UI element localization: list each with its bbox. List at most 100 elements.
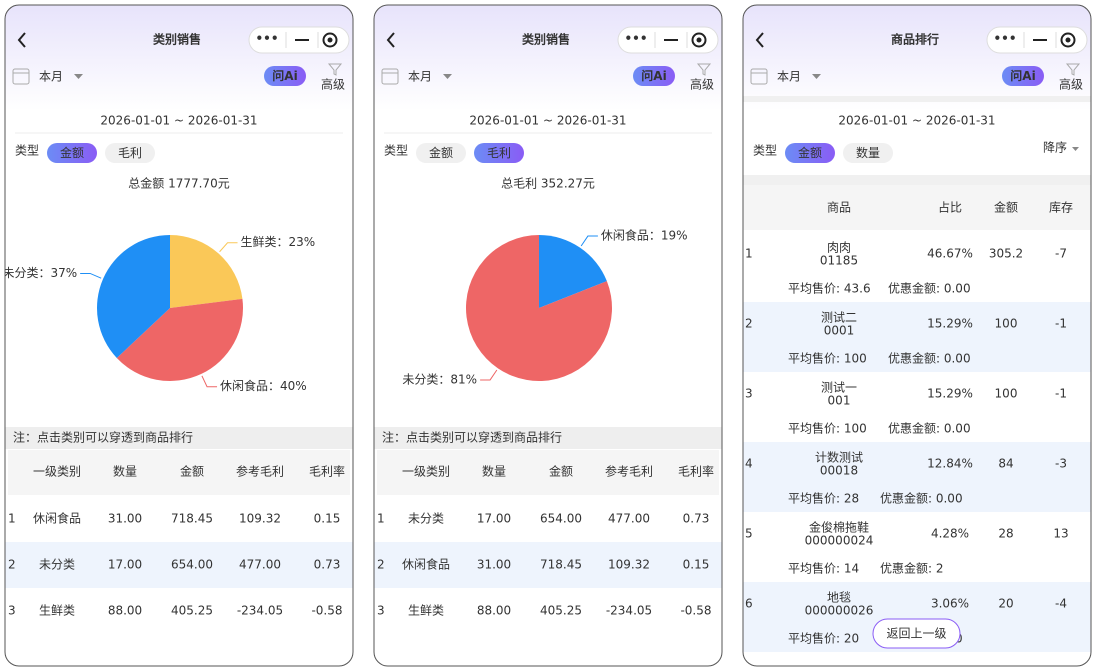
calendar-icon[interactable] <box>381 68 399 85</box>
pie-label: 休闲食品：40% <box>220 378 307 393</box>
product-code: 000000024 <box>805 534 874 548</box>
capsule-more[interactable]: ••• <box>624 32 647 46</box>
cell: 0.15 <box>683 558 710 572</box>
amount: 305.2 <box>989 247 1023 261</box>
tab-label[interactable]: 毛利 <box>487 146 511 160</box>
rank: 1 <box>745 247 753 261</box>
tab-label[interactable]: 数量 <box>856 145 880 160</box>
pie-slice[interactable] <box>465 234 612 381</box>
column-header: 金额 <box>549 464 573 479</box>
pie-slice[interactable] <box>539 235 607 308</box>
product-name: 金俊棉拖鞋 <box>809 520 869 535</box>
table-row[interactable]: 1 休闲食品 31.00 718.45 109.32 0.15 <box>8 511 340 526</box>
date-range: 2026-01-01 ~ 2026-01-31 <box>100 114 257 128</box>
period-select[interactable]: 本月 <box>39 70 63 84</box>
column-header: 占比 <box>938 200 962 215</box>
advanced-button[interactable]: 高级 <box>1059 77 1083 92</box>
capsule-more[interactable]: ••• <box>255 32 278 46</box>
advanced-button[interactable]: 高级 <box>690 77 714 92</box>
filter-icon <box>696 63 712 76</box>
table-row[interactable]: 3 生鲜类 88.00 405.25 -234.05 -0.58 <box>8 604 343 618</box>
ask-ai-label[interactable]: 问Ai <box>1010 68 1035 83</box>
back-button-label[interactable]: 返回上一级 <box>886 627 946 641</box>
cell: -234.05 <box>237 604 283 618</box>
cell: 生鲜类 <box>408 604 444 618</box>
tab-label[interactable]: 金额 <box>798 145 822 160</box>
share: 15.29% <box>927 387 973 401</box>
sort-select[interactable]: 降序 <box>1043 140 1067 155</box>
cell: 17.00 <box>108 558 142 572</box>
ask-ai-button[interactable] <box>633 66 675 86</box>
capsule-more[interactable]: ••• <box>993 32 1016 46</box>
discount: 优惠金额: 0.00 <box>880 491 963 506</box>
pie-leader <box>80 272 102 279</box>
table-row[interactable]: 2 休闲食品 31.00 718.45 109.32 0.15 <box>374 542 722 588</box>
cell: 0.73 <box>314 558 341 572</box>
tab-label[interactable]: 金额 <box>60 145 84 160</box>
capsule-close[interactable] <box>691 32 707 48</box>
rank: 6 <box>745 597 753 611</box>
dropdown-arrow <box>443 74 452 79</box>
table-row[interactable]: 2 未分类 17.00 654.00 477.00 0.73 <box>5 542 353 588</box>
product-code: 01185 <box>820 254 858 268</box>
ask-ai-button[interactable] <box>264 66 306 86</box>
nav-title: 商品排行 <box>891 32 939 47</box>
product-name: 地毯 <box>827 591 851 605</box>
capsule-close-dot <box>696 37 702 43</box>
tab-label[interactable]: 金额 <box>429 145 453 160</box>
ask-ai-label[interactable]: 问Ai <box>272 68 297 83</box>
back-button[interactable] <box>755 32 764 48</box>
calendar-icon[interactable] <box>750 68 768 85</box>
pie-slice[interactable] <box>170 235 243 308</box>
date-range: 2026-01-01 ~ 2026-01-31 <box>838 114 995 128</box>
rank: 3 <box>377 604 385 618</box>
amount: 28 <box>998 527 1013 541</box>
table-row[interactable]: 1 未分类 17.00 654.00 477.00 0.73 <box>377 512 709 526</box>
table-row[interactable]: 3 生鲜类 88.00 405.25 -234.05 -0.58 <box>377 604 712 618</box>
stock: -3 <box>1055 457 1067 471</box>
back-button-pill[interactable] <box>872 618 961 649</box>
ask-ai-button[interactable] <box>1002 66 1044 86</box>
note: 注：点击类别可以穿透到商品排行 <box>382 430 562 445</box>
advanced-button[interactable]: 高级 <box>321 77 345 92</box>
product-code: 0001 <box>824 324 855 338</box>
type-label: 类型 <box>15 144 39 158</box>
share: 15.29% <box>927 317 973 331</box>
share: 12.84% <box>927 457 973 471</box>
tab-pill[interactable] <box>785 143 835 163</box>
tab-pill[interactable] <box>843 143 893 163</box>
tab-label[interactable]: 毛利 <box>118 146 142 160</box>
tab-pill[interactable] <box>474 143 524 163</box>
calendar-icon[interactable] <box>12 68 30 85</box>
pie-leader <box>580 235 598 247</box>
pie-slice[interactable] <box>96 235 170 358</box>
cell: 477.00 <box>608 512 650 526</box>
column-header: 金额 <box>994 200 1018 215</box>
phone-screen: 商品排行 •••本月 问Ai高级2026-01-01 ~ 2026-01-31类型金… <box>742 4 1092 667</box>
back-button[interactable] <box>17 32 26 48</box>
tab-pill[interactable] <box>47 143 97 163</box>
screen-content: 商品排行 •••本月 问Ai高级2026-01-01 ~ 2026-01-31类型金… <box>743 5 1091 666</box>
tab-pill[interactable] <box>416 143 466 163</box>
cell: 31.00 <box>477 558 511 572</box>
capsule-close[interactable] <box>322 32 338 48</box>
tab-pill[interactable] <box>105 143 155 163</box>
column-header: 一级类别 <box>33 465 81 479</box>
summary: 总金额 1777.70元 <box>128 176 229 191</box>
nav-title: 类别销售 <box>153 32 201 47</box>
period-select[interactable]: 本月 <box>408 70 432 84</box>
pie-leader <box>480 369 498 381</box>
pie-slice[interactable] <box>116 298 243 381</box>
cell: -234.05 <box>606 604 652 618</box>
pie-label: 未分类：37% <box>2 266 77 280</box>
period-select[interactable]: 本月 <box>777 70 801 84</box>
summary: 总毛利 352.27元 <box>501 177 595 191</box>
ask-ai-label[interactable]: 问Ai <box>641 68 666 83</box>
back-button[interactable] <box>386 32 395 48</box>
capsule-close[interactable] <box>1060 32 1076 48</box>
